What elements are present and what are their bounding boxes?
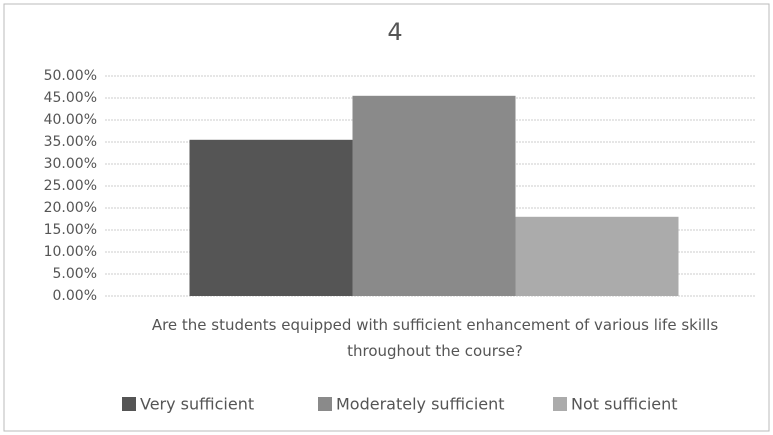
legend-swatch xyxy=(318,397,332,411)
chart-title: 4 xyxy=(387,18,402,46)
y-tick-label: 25.00% xyxy=(44,178,97,194)
y-tick-label: 20.00% xyxy=(44,200,97,216)
y-tick-label: 50.00% xyxy=(44,68,97,84)
legend-label: Not sufficient xyxy=(571,395,678,414)
y-tick-label: 35.00% xyxy=(44,134,97,150)
bar xyxy=(515,216,679,296)
y-tick-label: 5.00% xyxy=(53,266,97,282)
legend-label: Very sufficient xyxy=(140,395,254,414)
legend-swatch xyxy=(122,397,136,411)
legend-swatch xyxy=(553,397,567,411)
y-tick-label: 10.00% xyxy=(44,244,97,260)
x-axis-label: Are the students equipped with sufficien… xyxy=(151,316,719,360)
y-tick-label: 40.00% xyxy=(44,112,97,128)
y-tick-label: 45.00% xyxy=(44,90,97,106)
y-tick-label: 15.00% xyxy=(44,222,97,238)
legend-label: Moderately sufficient xyxy=(336,395,505,414)
bar xyxy=(352,95,516,296)
y-tick-label: 30.00% xyxy=(44,156,97,172)
y-tick-label: 0.00% xyxy=(53,288,97,304)
bar xyxy=(189,139,353,296)
